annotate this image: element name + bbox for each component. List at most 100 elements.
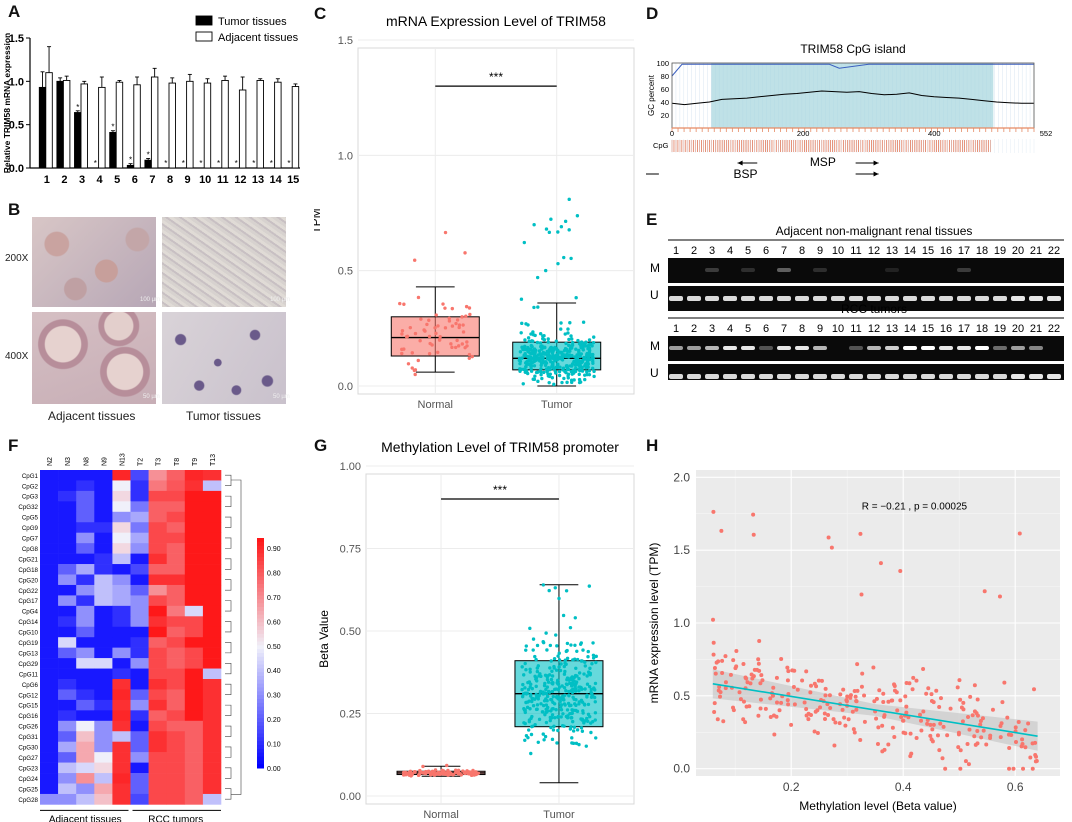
data-point: [822, 711, 827, 716]
data-point: [930, 739, 935, 744]
data-point: [975, 713, 980, 718]
data-point: [580, 729, 585, 733]
data-point: [577, 380, 582, 385]
data-point: [758, 697, 763, 702]
tumor-u-band: [867, 374, 881, 379]
heatmap-cell: [94, 480, 113, 492]
data-point: [815, 731, 820, 736]
heatmap-cell: [112, 543, 131, 554]
heatmap-cell: [202, 616, 222, 628]
data-point: [768, 715, 773, 720]
data-point: [756, 661, 761, 666]
data-point: [528, 667, 532, 671]
data-point: [571, 729, 576, 733]
heatmap-cell: [130, 532, 149, 544]
scale-segment: [257, 599, 264, 604]
data-point: [544, 268, 548, 273]
asterisk: *: [287, 159, 290, 168]
data-point: [997, 594, 1002, 599]
heatmap-cell: [40, 480, 59, 492]
data-point: [559, 708, 564, 712]
heatmap-cell: [130, 543, 149, 554]
histology-adjacent-200x: [32, 217, 156, 307]
data-point: [542, 683, 547, 688]
heatmap-cell: [112, 752, 131, 763]
data-point: [588, 342, 593, 346]
x-tick-label: 200: [797, 129, 810, 138]
heatmap-cell: [130, 605, 149, 617]
msp-arrow: [737, 160, 743, 166]
bar: [256, 80, 264, 169]
row-label: CpG10: [18, 630, 38, 637]
row-label: CpG17: [18, 598, 38, 605]
data-point: [535, 666, 540, 670]
heatmap-cell: [202, 658, 222, 669]
caption-adjacent: Adjacent tissues: [48, 409, 136, 423]
data-point: [549, 359, 553, 364]
data-point: [1017, 531, 1022, 536]
data-point: [901, 730, 906, 735]
heatmap-cell: [40, 574, 59, 586]
data-point: [573, 643, 577, 647]
heatmap-cell: [94, 626, 113, 638]
data-point: [564, 688, 568, 693]
data-point: [533, 654, 537, 659]
scale-segment: [257, 718, 264, 723]
y-tick-label: 0.5: [673, 689, 690, 703]
y-tick-label: 0.5: [9, 120, 24, 132]
data-point: [556, 682, 561, 686]
asterisk: *: [111, 123, 114, 132]
data-point: [460, 342, 465, 346]
data-point: [1023, 745, 1028, 750]
scale-segment: [257, 714, 264, 719]
heatmap-cell: [166, 595, 186, 607]
data-point: [851, 727, 856, 732]
data-point: [814, 684, 819, 689]
data-point: [537, 349, 542, 353]
dendrogram-branch: [225, 683, 232, 695]
heatmap-cell: [148, 490, 167, 502]
tumor-m-band: [849, 346, 863, 350]
data-point: [831, 717, 836, 722]
heatmap-cell: [184, 752, 204, 763]
scale-tick-label: 0.70: [267, 595, 281, 602]
heatmap-cell: [130, 710, 149, 722]
x-tick-label: 4: [97, 174, 104, 186]
heatmap-cell: [184, 699, 204, 711]
scale-segment: [257, 687, 264, 692]
data-point: [433, 768, 438, 772]
data-point: [938, 696, 943, 701]
data-point: [587, 346, 592, 350]
legend-swatch: [195, 31, 213, 42]
data-point: [586, 365, 590, 369]
heatmap-cell: [166, 679, 186, 690]
heatmap-cell: [130, 564, 149, 575]
heatmap-cell: [40, 553, 59, 565]
data-point: [523, 738, 527, 742]
x-tick-label: 12: [234, 174, 246, 186]
tumor-lane-label: 15: [922, 323, 934, 335]
data-point: [547, 673, 552, 677]
heatmap-cell: [76, 553, 95, 565]
heatmap-cell: [76, 773, 95, 784]
data-point: [808, 690, 813, 695]
heatmap-cell: [58, 564, 77, 575]
data-point: [841, 687, 846, 692]
data-point: [899, 714, 904, 719]
data-point: [1030, 766, 1035, 771]
data-point: [526, 687, 531, 692]
data-point: [541, 640, 546, 645]
tumor-m-band: [975, 346, 989, 350]
x-tick-label: 15: [287, 174, 299, 186]
heatmap-cell: [148, 605, 167, 617]
data-point: [568, 711, 572, 716]
data-point: [763, 706, 768, 711]
heatmap-cell: [184, 501, 204, 513]
heatmap-cell: [184, 553, 204, 565]
heatmap-cell: [40, 647, 59, 659]
tumor-u-band: [741, 374, 755, 379]
dendrogram-branch: [225, 663, 232, 675]
adjacent-u-band: [687, 296, 701, 301]
adjacent-row-m: M: [650, 261, 660, 275]
data-point: [535, 356, 540, 361]
